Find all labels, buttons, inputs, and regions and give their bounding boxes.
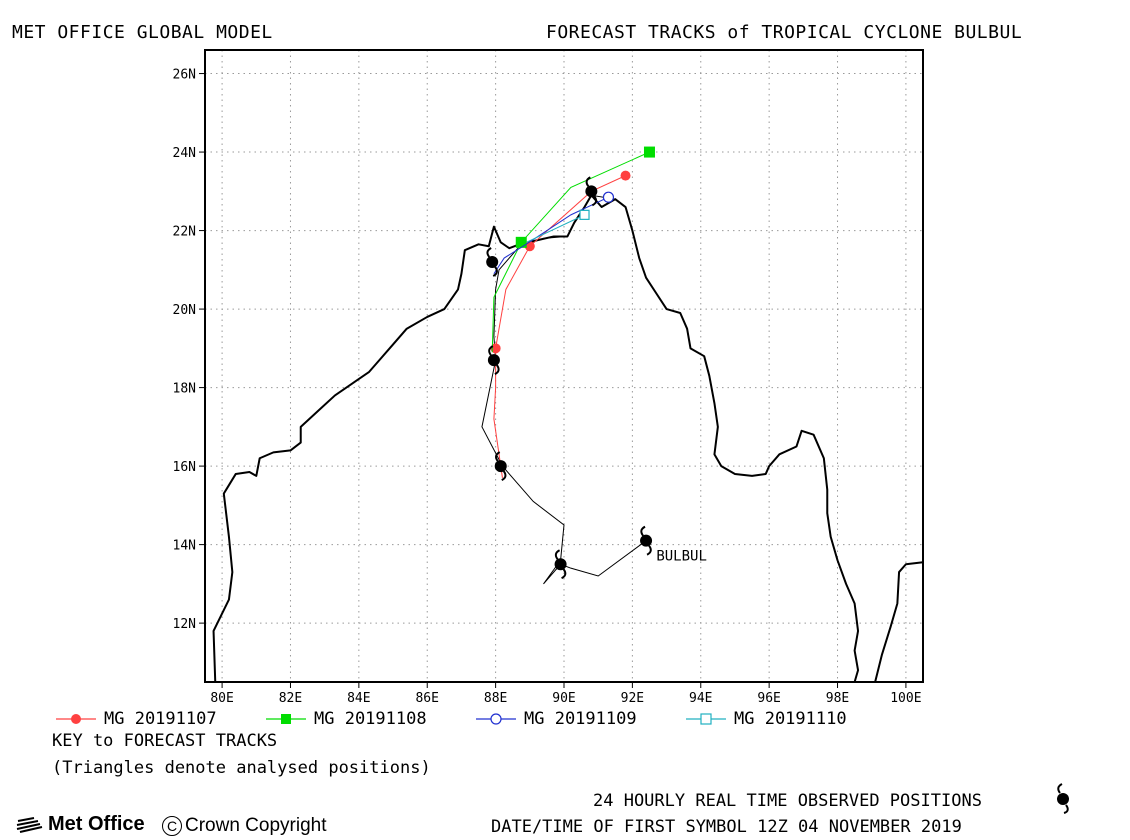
logo-text: Met Office (48, 813, 145, 835)
model-title: MET OFFICE GLOBAL MODEL (12, 22, 273, 43)
first-symbol-datetime: DATE/TIME OF FIRST SYMBOL 12Z 04 NOVEMBE… (491, 817, 962, 837)
chart-title: FORECAST TRACKS of TROPICAL CYCLONE BULB… (546, 22, 1023, 43)
cyclone-symbol-icon (585, 176, 598, 207)
map-grid (205, 50, 923, 682)
met-office-logo-icon (16, 816, 43, 833)
coastline-segment (874, 561, 924, 683)
cyclone-symbol-icon (1057, 783, 1069, 814)
cyclone-symbol-icon (554, 549, 567, 580)
copyright-notice: C Crown Copyright (162, 815, 327, 837)
lat-tick-label: 20N (173, 303, 196, 318)
legend-swatch-red-circle (56, 714, 96, 724)
coastline-segment (212, 194, 860, 683)
legend-item-mg-20191109: MG 20191109 (476, 709, 637, 729)
legend-label: MG 20191109 (524, 709, 637, 729)
cyclone-symbol-icon (487, 345, 500, 376)
lat-tick-label: 24N (173, 146, 196, 161)
lon-tick-label: 84E (347, 691, 370, 705)
forecast-track (493, 191, 615, 275)
key-title: KEY to FORECAST TRACKS (52, 731, 278, 751)
legend-swatch-cyan-open-square (686, 713, 726, 725)
legend-item-mg-20191107: MG 20191107 (56, 709, 217, 729)
observed-positions (486, 176, 653, 580)
lat-tick-label: 14N (173, 539, 196, 554)
legend-label: MG 20191107 (104, 709, 217, 729)
forecast-track-line (491, 151, 650, 353)
lon-tick-label: 100E (890, 691, 921, 705)
legend-swatch-blue-open-circle (476, 713, 516, 725)
map-axes: 80E 82E 84E 86E 88E 90E 92E 94E 96E 98E 100E 12N 14N… (173, 49, 924, 705)
lon-tick-label: 96E (757, 691, 780, 705)
observed-positions-note: 24 HOURLY REAL TIME OBSERVED POSITIONS (593, 791, 982, 811)
lon-tick-label: 86E (415, 691, 438, 705)
legend-item-mg-20191110: MG 20191110 (686, 709, 847, 729)
forecast-track-map: 80E 82E 84E 86E 88E 90E 92E 94E 96E 98E 100E 12N 14N… (173, 49, 924, 705)
copyright-text: Crown Copyright (185, 815, 327, 836)
met-office-logo: Met Office (16, 813, 145, 836)
forecast-marker (620, 170, 631, 181)
cyclone-symbol-icon (486, 247, 499, 277)
legend-label: MG 20191108 (314, 709, 427, 729)
legend-label: MG 20191110 (734, 709, 847, 729)
forecast-track (490, 170, 631, 478)
forecast-track (526, 209, 590, 243)
lat-tick-label: 22N (173, 225, 196, 240)
lat-tick-label: 12N (173, 617, 196, 632)
lon-tick-label: 94E (689, 691, 712, 705)
lon-tick-label: 90E (552, 691, 575, 705)
key-note: (Triangles denote analysed positions) (52, 758, 431, 778)
forecast-track (491, 146, 655, 353)
lat-tick-label: 26N (173, 68, 196, 83)
legend-swatch-green-square (266, 714, 306, 724)
forecast-track-line (493, 175, 626, 478)
lon-tick-label: 80E (210, 691, 233, 705)
cyclone-symbol-icon (640, 525, 653, 556)
lon-tick-label: 82E (279, 691, 302, 705)
lat-tick-label: 18N (173, 382, 196, 397)
storm-name-label: BULBUL (656, 548, 707, 564)
lat-tick-label: 16N (173, 460, 196, 475)
lon-tick-label: 98E (826, 691, 849, 705)
forecast-track-line (526, 214, 585, 243)
cyclone-symbol-icon (494, 451, 507, 481)
forecast-marker (515, 236, 527, 248)
forecast-tracks (490, 146, 655, 478)
coastline (212, 194, 924, 683)
forecast-marker (490, 343, 501, 354)
forecast-track-line (493, 196, 609, 275)
lon-tick-label: 92E (621, 691, 644, 705)
copyright-symbol: C (162, 816, 182, 836)
forecast-marker (643, 146, 655, 158)
forecast-marker (602, 191, 615, 203)
lon-tick-label: 88E (484, 691, 507, 705)
map-frame (204, 49, 924, 683)
forecast-marker (579, 209, 590, 220)
legend-item-mg-20191108: MG 20191108 (266, 709, 427, 729)
